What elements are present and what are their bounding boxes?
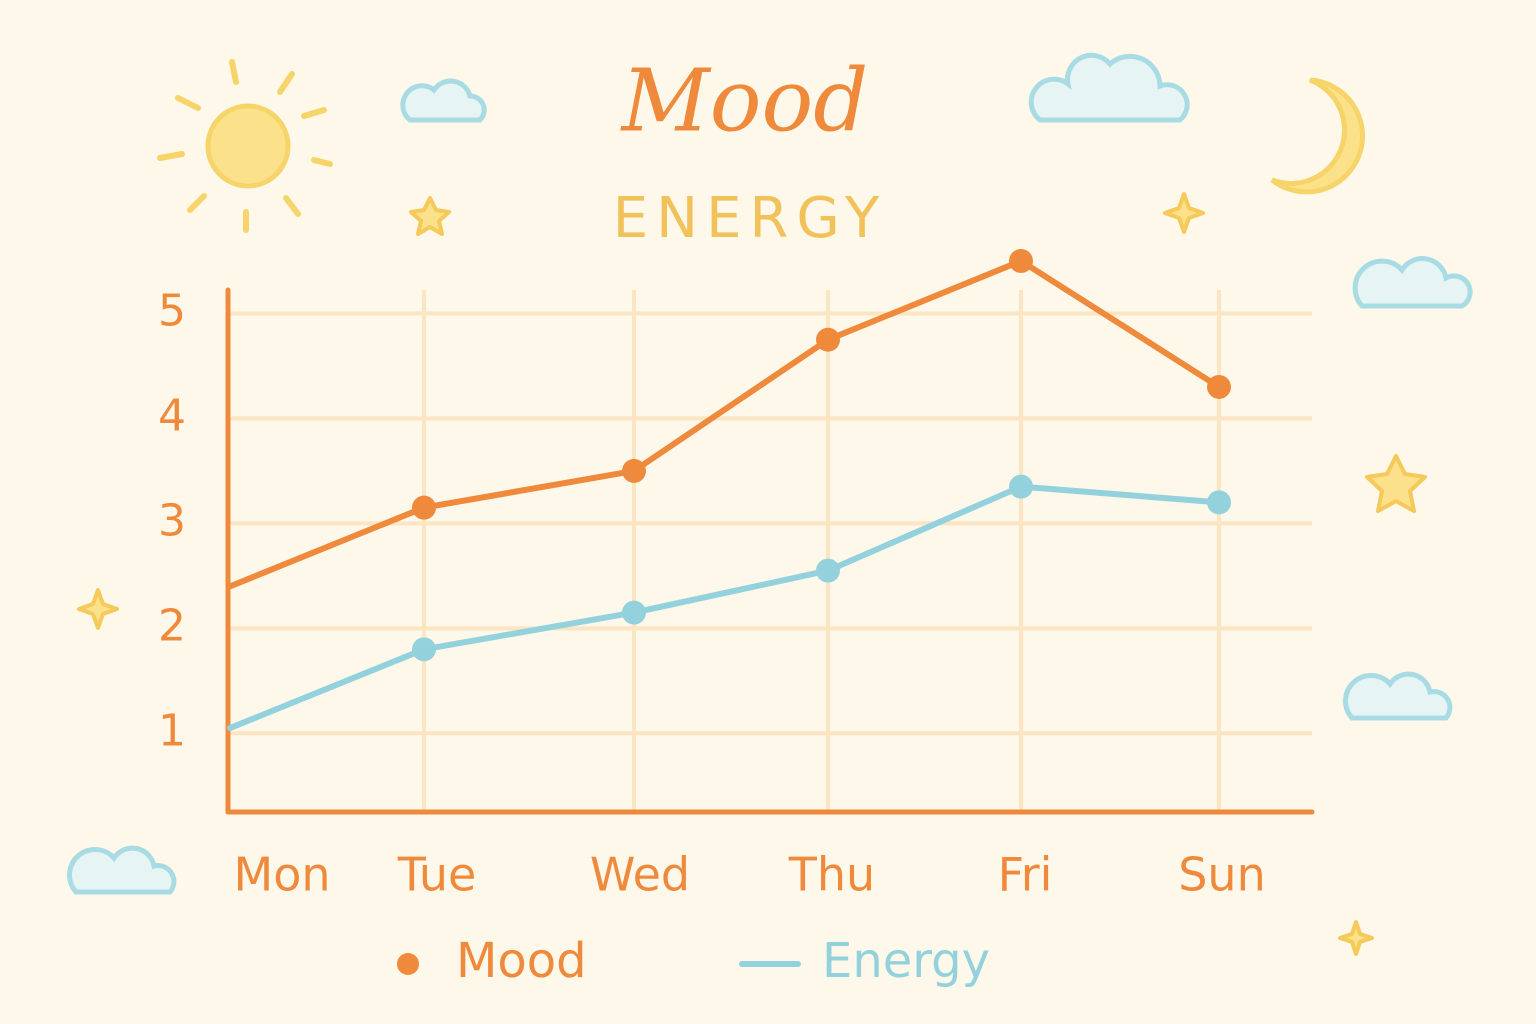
series-line [227, 258, 1222, 590]
series-line [227, 483, 1222, 732]
x-tick-label: Wed [590, 848, 690, 902]
x-tick-label: Fri [998, 848, 1053, 902]
sun [157, 59, 333, 233]
y-tick-label: 2 [158, 600, 186, 651]
data-point [816, 558, 840, 583]
data-point [412, 637, 436, 662]
data-point [412, 495, 436, 520]
data-point [1207, 374, 1231, 399]
x-tick-label: Thu [788, 848, 875, 902]
data-point [622, 600, 646, 625]
legend: Mood Energy [397, 933, 990, 989]
clouds [67, 52, 1473, 895]
x-tick-label: Mon [234, 848, 331, 902]
chart-title: Mood [620, 52, 869, 152]
y-tick-label: 1 [158, 705, 186, 756]
data-point [1009, 474, 1033, 499]
legend-marker [397, 953, 419, 975]
chart-subtitle: ENERGY [613, 186, 887, 251]
y-tick-label: 4 [158, 390, 186, 441]
x-tick-label: Tue [397, 848, 477, 902]
data-point [1009, 249, 1033, 273]
data-point [622, 458, 646, 483]
legend-label: Energy [822, 933, 990, 989]
x-tick-label: Sun [1178, 848, 1266, 902]
y-tick-label: 3 [158, 495, 186, 546]
moon [1270, 77, 1365, 195]
data-point [1207, 490, 1231, 515]
data-point [816, 327, 840, 352]
plot: 1 2 3 4 5 Mon Tue Wed Thu Fri Sun [158, 249, 1315, 902]
y-tick-label: 5 [158, 285, 186, 336]
stars [77, 192, 1427, 956]
legend-label: Mood [456, 933, 587, 989]
